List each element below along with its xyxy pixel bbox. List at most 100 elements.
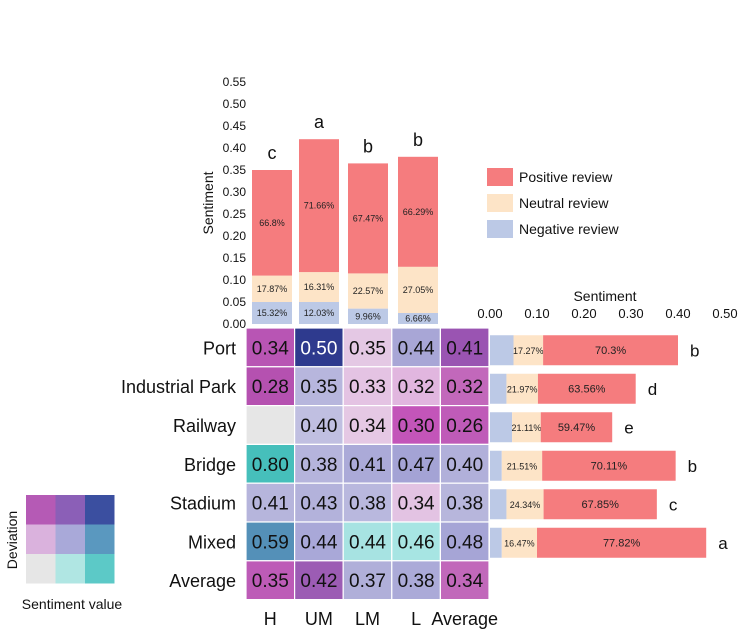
significance-letter: a: [718, 534, 728, 553]
bar-data-label: 66.29%: [403, 207, 434, 217]
heatmap-value: 0.28: [252, 377, 289, 398]
hbar-data-label: 70.11%: [591, 460, 628, 472]
bar-data-label: 16.31%: [304, 282, 335, 292]
hbar-negative-railway: [490, 412, 513, 443]
legend-label: Positive review: [519, 169, 613, 185]
hbar-negative-port: [490, 335, 514, 366]
row-label: Mixed: [188, 532, 236, 552]
heatmap-cell: [294, 560, 344, 601]
hbar-neutral-industrial-park: [506, 373, 538, 404]
hbar-data-label: 16.47%: [504, 538, 535, 548]
hbar-negative-mixed: [490, 527, 502, 558]
heatmap: Port 0.34 0.50 0.35 0.44 0.41 Industrial Park 0…: [121, 327, 498, 629]
heatmap-value: 0.38: [349, 494, 386, 515]
heatmap-value: 0.41: [446, 338, 483, 359]
hbar-data-label: 21.97%: [507, 384, 538, 394]
review-legend: Positive review Neutral review Negative re…: [487, 168, 619, 238]
x-tick-label: 0.30: [618, 306, 643, 321]
hbar-neutral-mixed: [501, 527, 537, 558]
right-horizontal-bar-chart: Sentiment 0.00 0.10 0.20 0.30 0.40 0.50 17.27% 7…: [477, 288, 738, 558]
heatmap-value: 0.34: [446, 571, 483, 592]
bar-negative-l: [398, 313, 438, 324]
significance-letter: b: [413, 130, 423, 150]
bivariate-swatch: [26, 524, 56, 554]
heatmap-value: 0.44: [300, 532, 337, 553]
heatmap-cell: [245, 405, 296, 446]
legend-swatch-neutral: [487, 194, 513, 212]
top-stacked-bar-chart: 0.00 0.05 0.10 0.15 0.20 0.25 0.30 0.35 0.40 0.45…: [200, 75, 438, 331]
hbar-positive-bridge: [542, 450, 676, 481]
hbar-neutral-railway: [512, 412, 541, 443]
legend-swatch-positive: [487, 168, 513, 186]
significance-letter: c: [669, 495, 678, 514]
heatmap-value: 0.33: [349, 377, 386, 398]
bivariate-swatch: [85, 554, 115, 584]
significance-letter: b: [363, 136, 373, 156]
heatmap-value: 0.46: [398, 532, 435, 553]
bar-data-label: 27.05%: [403, 285, 434, 295]
heatmap-value: 0.42: [300, 571, 337, 592]
significance-letter: e: [624, 418, 633, 437]
y-tick-label: 0.55: [223, 75, 247, 89]
heatmap-value: 0.34: [398, 494, 435, 515]
y-tick-label: 0.35: [223, 163, 247, 177]
hbar-positive-railway: [540, 412, 613, 443]
heatmap-cell: [342, 443, 393, 484]
bar-positive-lm: [348, 163, 388, 274]
x-tick-label: 0.50: [712, 306, 737, 321]
heatmap-value: 0.38: [446, 494, 483, 515]
heatmap-cell: [439, 443, 490, 484]
heatmap-value: 0.38: [398, 571, 435, 592]
heatmap-cell: [439, 560, 490, 601]
heatmap-cell: [342, 327, 393, 368]
heatmap-value: 0.48: [446, 532, 483, 553]
significance-letter: a: [314, 112, 325, 132]
significance-letter: b: [688, 457, 697, 476]
hbar-positive-stadium: [543, 489, 657, 520]
x-tick-label: 0.40: [665, 306, 690, 321]
bar-data-label: 71.66%: [304, 201, 335, 211]
heatmap-value: 0.50: [300, 338, 337, 359]
heatmap-cell: [391, 482, 441, 523]
bivariate-swatch: [85, 524, 115, 554]
heatmap-cell: [245, 482, 296, 523]
bar-positive-l: [398, 156, 438, 267]
bivariate-y-label: Deviation: [4, 511, 20, 569]
heatmap-value: 0.38: [300, 455, 337, 476]
bar-negative-um: [299, 302, 339, 324]
bivariate-swatch: [26, 495, 56, 525]
heatmap-cell: [342, 366, 393, 407]
y-tick-label: 0.40: [223, 141, 247, 155]
y-tick-label: 0.45: [223, 119, 247, 133]
heatmap-cell: [439, 405, 490, 446]
heatmap-value: 0.35: [252, 571, 289, 592]
bar-positive-h: [252, 170, 292, 276]
y-tick-label: 0.50: [223, 97, 247, 111]
hbar-data-label: 59.47%: [558, 422, 596, 434]
heatmap-cell: [294, 405, 344, 446]
heatmap-value: 0.35: [349, 338, 386, 359]
column-label: H: [264, 609, 277, 629]
bar-negative-lm: [348, 308, 388, 324]
hbar-data-label: 70.3%: [595, 345, 626, 357]
heatmap-cell: [294, 327, 344, 368]
hbar-neutral-bridge: [501, 450, 543, 481]
hbar-data-label: 63.56%: [568, 383, 606, 395]
row-label: Port: [203, 338, 236, 358]
bar-data-label: 17.87%: [257, 284, 288, 294]
heatmap-value: 0.43: [300, 494, 337, 515]
significance-letter: d: [648, 380, 657, 399]
heatmap-value: 0.30: [398, 416, 435, 437]
heatmap-value: 0.26: [446, 416, 483, 437]
hbar-negative-stadium: [490, 489, 507, 520]
bivariate-swatch: [55, 495, 85, 525]
bar-neutral-l: [398, 266, 438, 313]
y-tick-label: 0.00: [223, 317, 247, 331]
hbar-data-label: 77.82%: [603, 537, 641, 549]
heatmap-value: 0.34: [252, 338, 289, 359]
legend-label: Neutral review: [519, 195, 609, 211]
bar-neutral-lm: [348, 273, 388, 309]
hbar-neutral-port: [513, 335, 544, 366]
hbar-data-label: 21.51%: [507, 461, 538, 471]
